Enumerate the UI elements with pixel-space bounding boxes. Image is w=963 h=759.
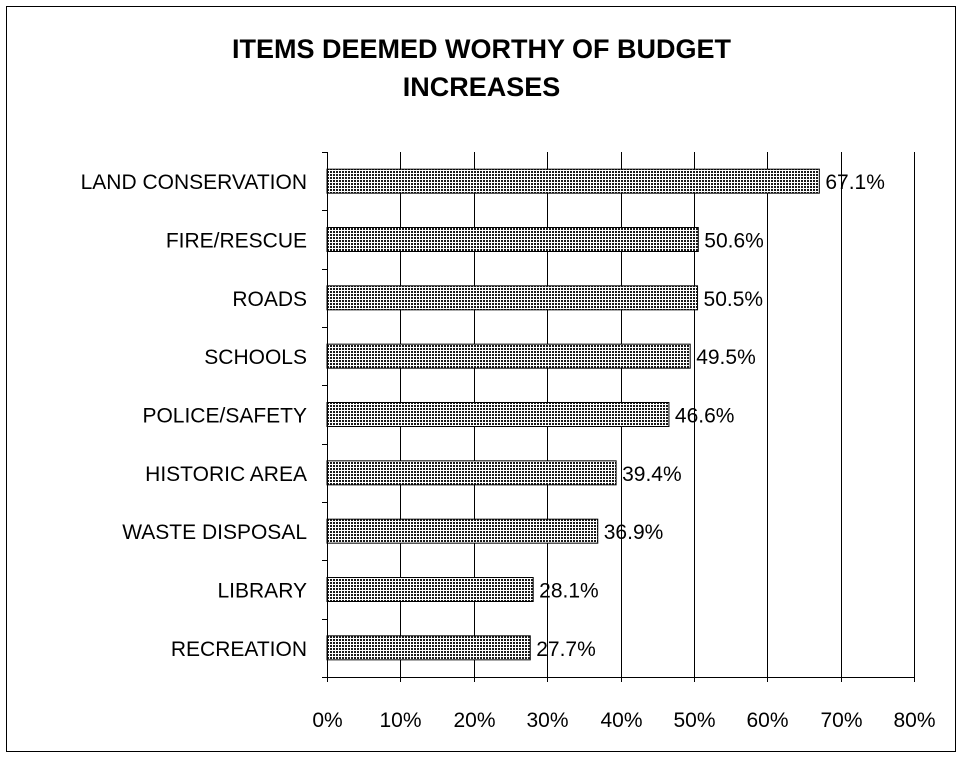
x-tick-label: 0% [312,709,342,732]
x-tick-label: 20% [453,709,495,732]
category-label: POLICE/SAFETY [142,405,307,428]
category-label: LIBRARY [218,580,308,603]
bar [326,402,670,427]
data-label: 67.1% [825,171,885,194]
data-label: 36.9% [604,521,664,544]
x-tick-label: 70% [820,709,862,732]
data-label: 39.4% [622,463,682,486]
x-tick-label: 40% [600,709,642,732]
x-tick-label: 80% [893,709,935,732]
bar [326,285,699,311]
category-label: FIRE/RESCUE [166,230,307,253]
data-label: 28.1% [539,580,599,603]
category-label: HISTORIC AREA [145,463,307,486]
data-label: 46.6% [675,405,735,428]
chart-frame [6,6,956,752]
chart-title: ITEMS DEEMED WORTHY OF BUDGET INCREASES [0,30,963,106]
data-label: 27.7% [536,638,596,661]
bar [326,343,691,369]
bar [326,518,599,544]
x-tick-label: 10% [379,709,421,732]
data-label: 50.5% [704,288,764,311]
category-label: LAND CONSERVATION [81,171,307,194]
category-label: RECREATION [171,638,307,661]
bar [326,577,534,602]
bar [326,460,617,486]
category-label: SCHOOLS [204,346,307,369]
bar [326,635,531,661]
data-label: 50.6% [704,230,764,253]
chart-title-line-2: INCREASES [402,72,561,102]
category-label: WASTE DISPOSAL [122,521,307,544]
category-label: ROADS [232,288,307,311]
x-tick-label: 50% [673,709,715,732]
bar [326,227,699,252]
bar [326,168,820,194]
x-tick-label: 60% [746,709,788,732]
chart-title-line-1: ITEMS DEEMED WORTHY OF BUDGET [231,34,731,64]
x-tick-label: 30% [526,709,568,732]
data-label: 49.5% [696,346,756,369]
